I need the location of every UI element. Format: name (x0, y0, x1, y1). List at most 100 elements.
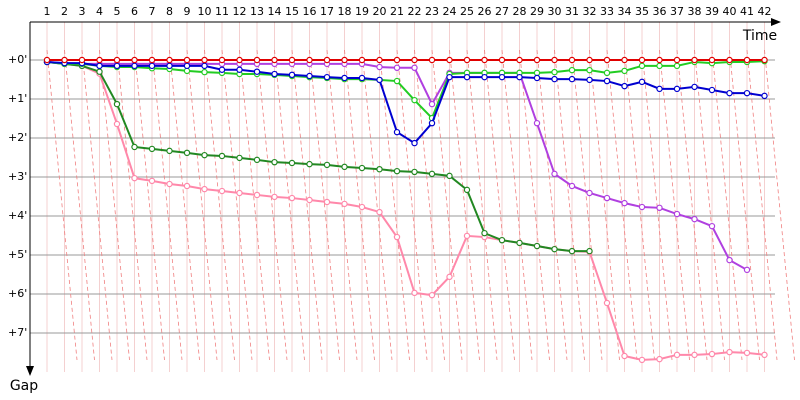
data-point (393, 56, 401, 64)
data-point (306, 56, 313, 64)
x-tick-label: 20 (373, 5, 387, 18)
x-tick-label: 18 (338, 5, 352, 18)
data-point (463, 232, 471, 240)
y-tick-label: +0' (8, 53, 27, 66)
y-tick-label: +7' (8, 326, 27, 339)
data-point (236, 154, 243, 162)
lap-line (344, 49, 375, 361)
data-point (498, 236, 506, 244)
data-point (638, 56, 646, 64)
lap-line (694, 49, 725, 361)
data-point (726, 348, 733, 356)
data-point (218, 187, 226, 195)
lap-line (729, 49, 760, 361)
lap-line (64, 49, 95, 361)
data-point (761, 351, 768, 359)
lap-line (309, 49, 340, 361)
data-point (411, 168, 418, 176)
data-point (603, 56, 611, 64)
lap-line (414, 49, 445, 361)
data-point (323, 198, 331, 206)
data-point (428, 56, 436, 64)
data-point (341, 56, 348, 64)
data-point (253, 156, 261, 164)
x-tick-label: 16 (303, 5, 317, 18)
data-point (288, 56, 296, 64)
lap-line (659, 49, 690, 361)
data-point (691, 83, 698, 91)
data-point (253, 68, 261, 75)
data-point (656, 355, 663, 363)
data-point (743, 56, 751, 64)
lap-line (624, 49, 655, 361)
data-point (358, 74, 366, 82)
data-point (43, 56, 51, 64)
plot (43, 56, 768, 364)
lap-line (169, 49, 200, 361)
data-point (446, 73, 453, 81)
data-point (551, 68, 558, 76)
data-point (481, 73, 488, 81)
data-point (743, 89, 751, 97)
lap-line (379, 49, 410, 361)
data-point (183, 62, 191, 70)
data-point (761, 92, 768, 100)
data-point (218, 152, 226, 160)
data-point (726, 89, 733, 97)
data-point (656, 204, 663, 212)
data-point (306, 160, 313, 168)
data-point (586, 189, 593, 197)
lap-line (711, 49, 743, 361)
lap-line (116, 49, 148, 361)
data-point (498, 56, 506, 64)
x-tick-label: 24 (443, 5, 457, 18)
lap-line (764, 49, 795, 361)
data-point (271, 70, 278, 78)
x-tick-label: 12 (233, 5, 247, 18)
x-tick-label: 37 (670, 5, 684, 18)
data-point (148, 177, 156, 185)
x-tick-label: 27 (495, 5, 509, 18)
data-point (428, 291, 436, 299)
data-point (586, 56, 593, 64)
data-point (708, 56, 716, 64)
data-point (638, 356, 646, 364)
decoration (46, 49, 795, 361)
data-point (131, 174, 138, 182)
data-point (306, 72, 313, 80)
data-point (726, 56, 733, 64)
data-point (551, 170, 558, 178)
data-point (201, 185, 208, 193)
data-point (463, 73, 471, 81)
data-point (323, 73, 331, 81)
x-tick-label: 26 (478, 5, 492, 18)
x-tick-label: 8 (166, 5, 173, 18)
data-point (411, 64, 418, 72)
lap-line (484, 49, 515, 361)
lap-line (641, 49, 673, 361)
data-point (253, 56, 261, 64)
x-tick-label: 11 (215, 5, 229, 18)
data-point (603, 194, 611, 202)
data-point (341, 200, 348, 208)
data-point (656, 62, 663, 70)
data-point (96, 62, 103, 70)
data-point (726, 256, 733, 264)
lap-line (746, 49, 778, 361)
data-point (183, 182, 191, 190)
data-point (288, 194, 296, 202)
data-point (393, 233, 401, 241)
data-point (516, 56, 523, 64)
data-point (673, 85, 681, 93)
data-point (358, 56, 366, 64)
x-tick-label: 42 (758, 5, 772, 18)
data-point (96, 56, 103, 64)
x-tick-label: 5 (114, 5, 121, 18)
data-point (376, 56, 383, 64)
data-point (271, 56, 278, 64)
data-point (621, 199, 628, 207)
data-point (586, 247, 593, 255)
grid (30, 22, 775, 372)
data-point (638, 62, 646, 70)
data-point (498, 73, 506, 81)
